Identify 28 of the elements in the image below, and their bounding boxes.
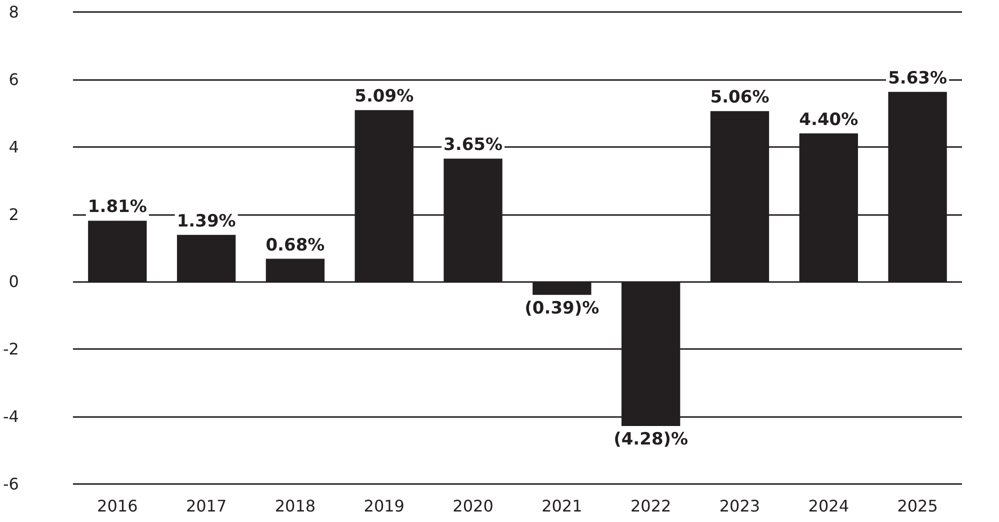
x-tick-label: 2024 (808, 496, 849, 516)
y-tick-label: 2 (8, 204, 19, 224)
x-tick-label: 2021 (542, 496, 582, 516)
y-tick-label: 4 (8, 137, 19, 156)
x-tick-label: 2016 (97, 496, 138, 516)
data-label: 5.63% (888, 68, 948, 88)
y-tick-label: 0 (8, 272, 19, 292)
x-tick-label: 2022 (630, 496, 672, 516)
x-tick-label: 2018 (274, 496, 316, 516)
x-tick-label: 2025 (897, 496, 938, 516)
data-label: 1.81% (88, 197, 147, 218)
y-tick-label: 8 (8, 2, 19, 22)
data-label: 4.40% (799, 110, 858, 130)
x-tick-label: 2019 (364, 496, 404, 516)
x-tick-label: 2020 (452, 496, 494, 516)
data-label: 1.39% (176, 211, 236, 232)
y-tick-label: -6 (3, 474, 19, 494)
data-label: (0.39)% (524, 298, 600, 318)
x-tick-label: 2017 (186, 496, 227, 516)
data-label: 5.06% (710, 88, 770, 108)
data-label: (4.28)% (614, 430, 688, 450)
x-tick-label: 2023 (719, 496, 760, 516)
y-tick-label: -2 (3, 340, 19, 359)
data-label: 0.68% (266, 235, 325, 256)
y-tick-label: 6 (8, 70, 19, 89)
y-tick-label: -4 (3, 407, 19, 426)
data-label: 5.09% (354, 86, 414, 107)
data-label: 3.65% (444, 135, 503, 156)
